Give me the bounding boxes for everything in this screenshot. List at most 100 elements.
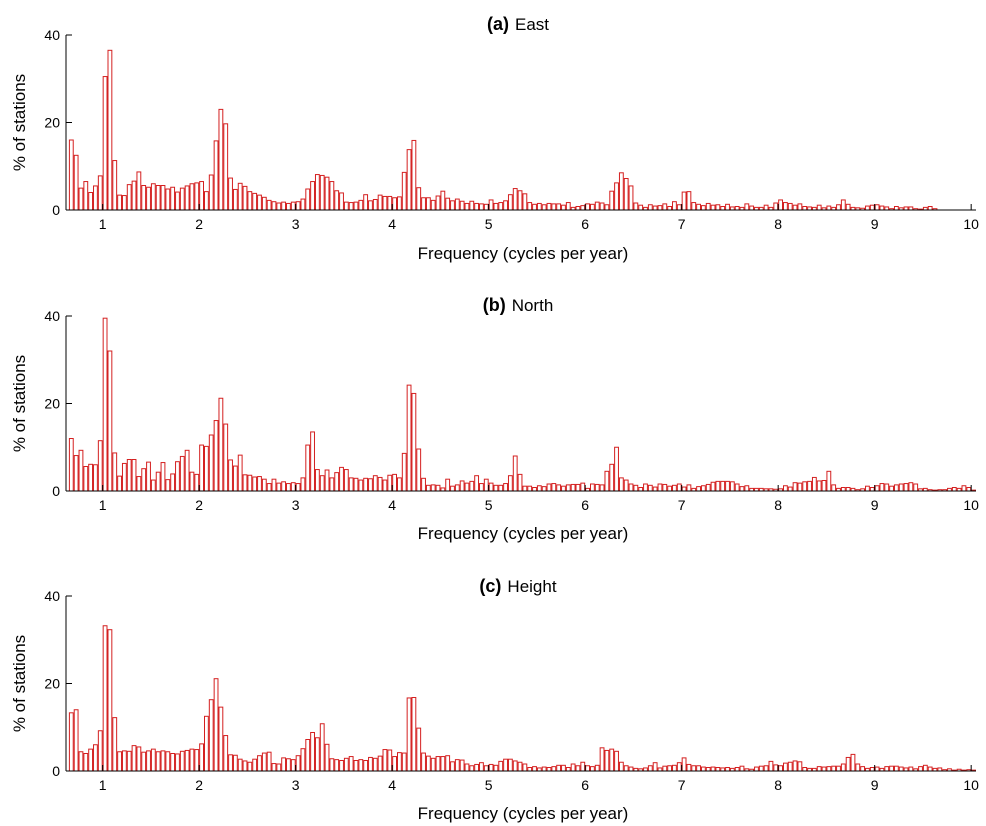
- bar: [165, 188, 171, 211]
- bar: [204, 445, 209, 492]
- bar: [184, 449, 190, 492]
- x-tick-label: 4: [388, 497, 396, 513]
- bar: [329, 758, 335, 772]
- bar: [561, 764, 566, 772]
- y-axis-label: % of stations: [10, 74, 29, 171]
- bar: [739, 486, 745, 492]
- bar: [97, 175, 103, 211]
- bar: [136, 171, 142, 211]
- bar: [913, 483, 919, 492]
- bar: [893, 206, 899, 211]
- bar: [783, 485, 788, 492]
- bar: [469, 200, 475, 211]
- bar: [681, 191, 687, 211]
- bar: [493, 484, 499, 492]
- bar: [802, 206, 808, 211]
- bar: [652, 486, 658, 492]
- bar: [507, 194, 513, 211]
- bar: [102, 76, 108, 211]
- bar: [672, 201, 677, 211]
- bar: [146, 750, 151, 772]
- bar: [121, 462, 127, 492]
- bar: [898, 766, 904, 772]
- bar: [252, 192, 258, 211]
- bar: [88, 192, 94, 211]
- bar: [425, 484, 431, 492]
- bar: [189, 748, 195, 772]
- bar: [691, 765, 697, 772]
- bar: [334, 472, 340, 492]
- bar: [83, 753, 89, 772]
- bar: [454, 198, 460, 211]
- bar: [392, 756, 398, 772]
- bar: [811, 476, 817, 492]
- y-tick-label: 20: [44, 676, 60, 692]
- bar: [696, 765, 701, 772]
- bar: [223, 423, 229, 492]
- bar: [392, 197, 398, 211]
- bar: [329, 477, 335, 492]
- bar: [609, 748, 615, 772]
- bar: [78, 751, 84, 772]
- bar: [705, 767, 711, 772]
- bar: [565, 767, 571, 772]
- y-tick-label: 0: [52, 202, 60, 218]
- bar: [237, 758, 243, 772]
- bar: [430, 757, 436, 772]
- bar: [667, 206, 673, 211]
- bar: [594, 764, 600, 772]
- bar: [247, 474, 253, 492]
- bar: [580, 205, 586, 211]
- bar: [676, 204, 682, 211]
- y-axis-label: % of stations: [10, 355, 29, 452]
- bar: [889, 485, 894, 492]
- bar: [623, 765, 629, 772]
- bar: [401, 752, 407, 772]
- bar: [160, 462, 166, 492]
- bar: [816, 766, 822, 772]
- bar: [454, 484, 460, 492]
- bar-series: [68, 317, 976, 492]
- x-tick-label: 3: [292, 216, 300, 232]
- bar: [411, 392, 417, 492]
- bar: [257, 755, 262, 772]
- bar: [536, 485, 542, 492]
- bar: [536, 202, 542, 211]
- bar: [633, 484, 639, 492]
- bar: [517, 473, 523, 492]
- bar: [599, 747, 605, 772]
- bar: [725, 480, 730, 492]
- bar: [773, 764, 779, 772]
- bar: [729, 481, 735, 492]
- bar: [150, 479, 156, 492]
- bar: [266, 483, 272, 492]
- bar: [131, 745, 137, 772]
- bar: [575, 765, 581, 772]
- bar: [927, 206, 933, 211]
- bar: [252, 476, 258, 492]
- bar: [922, 764, 928, 772]
- bar: [604, 749, 610, 772]
- bar: [281, 757, 287, 772]
- bar: [189, 471, 195, 492]
- bar: [204, 191, 209, 211]
- bar: [517, 190, 523, 211]
- bar: [498, 202, 504, 211]
- bar: [662, 483, 668, 492]
- bar: [170, 473, 176, 492]
- x-tick-label: 4: [388, 777, 396, 793]
- bar: [483, 765, 489, 772]
- bar: [73, 154, 79, 211]
- bar: [382, 749, 388, 772]
- bar: [150, 183, 156, 211]
- bar: [961, 485, 967, 492]
- bar: [700, 485, 706, 492]
- bar: [532, 203, 537, 211]
- bar: [696, 486, 701, 492]
- bar: [228, 177, 233, 211]
- bar: [705, 483, 711, 492]
- x-tick-label: 2: [195, 497, 203, 513]
- bar: [855, 763, 861, 772]
- bar: [343, 201, 349, 211]
- bar: [609, 190, 615, 211]
